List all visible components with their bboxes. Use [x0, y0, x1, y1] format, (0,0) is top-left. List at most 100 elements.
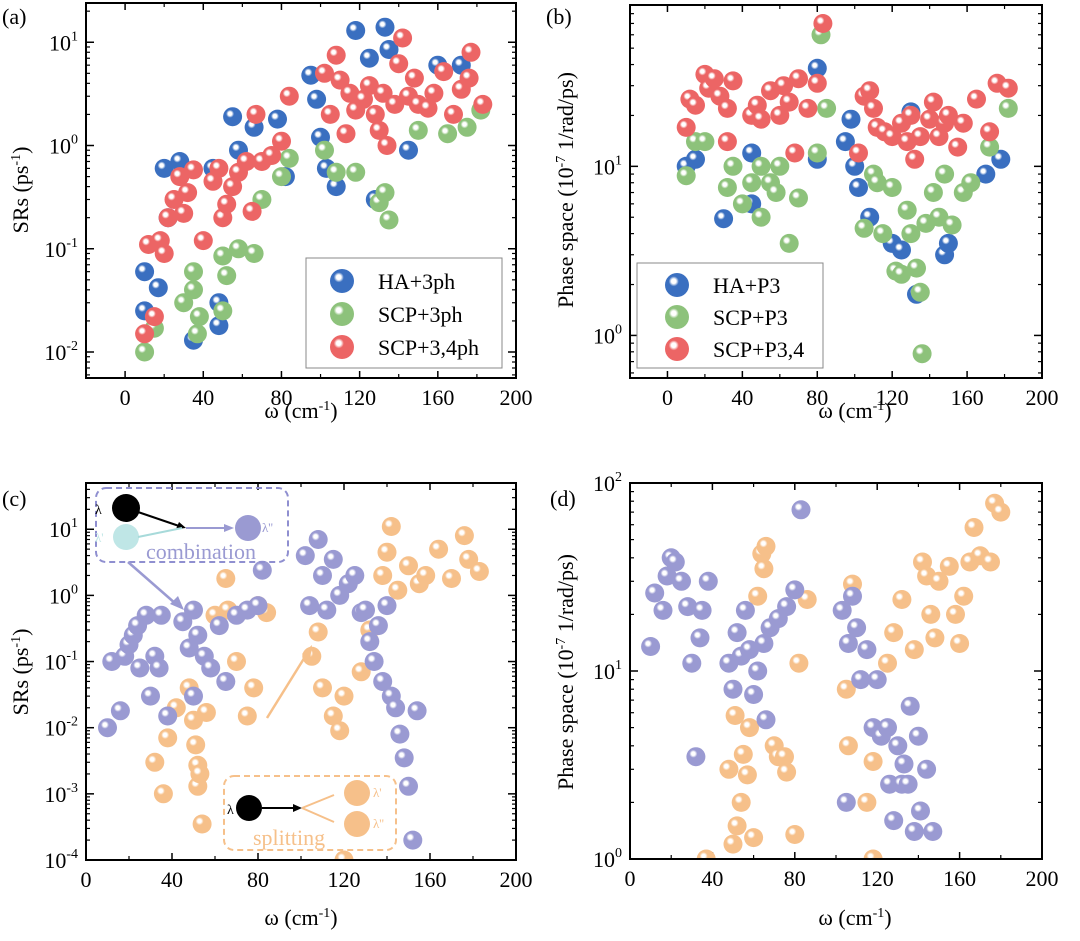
axes-frame-c	[85, 482, 517, 861]
data-point	[313, 678, 332, 698]
legend-marker	[665, 337, 689, 361]
data-point	[847, 618, 867, 638]
legend-label: SCP+P3	[713, 305, 788, 330]
data-point	[748, 661, 768, 681]
x-tick-label: 200	[500, 385, 533, 410]
series-combination	[98, 530, 427, 850]
x-tick-label: 80	[806, 385, 828, 410]
arrow-head-icon	[302, 645, 312, 660]
x-tick-label: 80	[247, 867, 269, 892]
data-point	[216, 672, 236, 691]
data-point	[857, 640, 877, 660]
data-point	[334, 686, 354, 706]
combination-inset-box	[95, 487, 289, 563]
x-tick-label: 40	[701, 866, 723, 891]
panel-a: (a) 0 40 80 120 160 200 10-2 10-1 100 101 ω (cm-1…	[2, 2, 533, 423]
axis-ticks-d: 0 40 80 120 160 200 100 101 102	[593, 470, 1059, 891]
data-points-d	[641, 493, 1011, 859]
data-point	[935, 164, 955, 184]
combination-arrow-black	[137, 511, 183, 528]
data-point	[390, 724, 410, 744]
panel-label-d: (d)	[550, 486, 576, 511]
x-tick-label: 0	[625, 866, 636, 891]
data-point	[365, 104, 385, 124]
data-point	[892, 240, 911, 260]
legend-marker	[665, 305, 689, 329]
lambda-prime-symbol: λ'	[95, 530, 104, 545]
series-scp-p3-4	[676, 14, 1018, 169]
data-point	[369, 120, 389, 140]
data-point	[268, 109, 287, 129]
data-point	[751, 156, 771, 176]
data-point	[394, 748, 414, 768]
x-tick-label: 200	[500, 867, 533, 892]
legend-marker	[330, 302, 354, 326]
data-point	[695, 132, 715, 152]
axis-ticks-b: 0 40 80 120 160 200 100 101	[593, 5, 1059, 410]
panel-label-a: (a)	[2, 4, 26, 29]
data-point	[807, 73, 827, 93]
data-point	[459, 68, 479, 88]
data-point	[742, 173, 762, 193]
y-tick-label: 100	[49, 133, 78, 159]
data-point	[686, 747, 706, 767]
data-point	[789, 653, 809, 673]
data-point	[217, 194, 237, 214]
arrow-head-icon	[224, 524, 234, 532]
x-tick-label: 0	[120, 385, 131, 410]
data-point	[849, 178, 868, 197]
data-point	[864, 98, 883, 118]
data-point	[898, 774, 918, 794]
data-point	[929, 571, 949, 591]
data-point	[807, 143, 827, 163]
data-point	[873, 224, 893, 244]
panel-b: (b) 0 40 80 120 160 200 100 101 ω (cm-1) Phase …	[546, 4, 1059, 423]
data-point	[373, 672, 393, 691]
data-point	[351, 662, 371, 682]
data-point	[313, 566, 332, 585]
data-point	[144, 307, 164, 327]
data-point	[186, 735, 206, 755]
data-point	[735, 600, 755, 620]
data-point	[723, 71, 743, 91]
data-point	[196, 703, 216, 722]
y-tick-label: 100	[593, 846, 622, 872]
data-point	[770, 156, 790, 176]
data-point	[894, 754, 914, 774]
data-point	[295, 546, 315, 566]
arrow-head-icon	[293, 804, 302, 812]
data-point	[798, 98, 818, 118]
data-point	[645, 583, 665, 603]
data-point	[904, 640, 924, 660]
data-point	[836, 792, 856, 812]
axis-ticks-c: 0 40 80 120 160 200 10-4 10-3 10-2 10-1 100 101	[44, 483, 533, 892]
data-point	[346, 162, 366, 182]
data-point	[938, 233, 958, 253]
lambda-prime-dot	[113, 524, 139, 550]
data-point	[216, 569, 236, 588]
data-point	[791, 500, 811, 520]
splitting-pointer-line	[265, 651, 310, 719]
data-point	[923, 92, 943, 112]
data-point	[184, 280, 203, 300]
x-tick-label: 200	[1026, 866, 1059, 891]
legend-marker	[330, 269, 354, 293]
data-point	[385, 94, 405, 114]
data-point	[774, 76, 794, 96]
x-tick-label: 0	[81, 867, 92, 892]
data-point	[882, 127, 902, 147]
data-point	[174, 203, 194, 223]
data-point	[345, 566, 365, 585]
data-point	[980, 137, 1000, 157]
data-point	[209, 158, 229, 178]
data-point	[184, 262, 203, 282]
data-point	[981, 552, 1000, 572]
splitting-inset: λ λ' λ'' splitting	[223, 645, 397, 851]
data-point	[991, 149, 1011, 169]
combination-pointer-line	[127, 561, 177, 605]
data-point	[717, 178, 737, 197]
data-point	[399, 556, 418, 576]
data-point	[317, 600, 337, 620]
data-point	[236, 152, 256, 171]
data-point	[731, 792, 751, 812]
